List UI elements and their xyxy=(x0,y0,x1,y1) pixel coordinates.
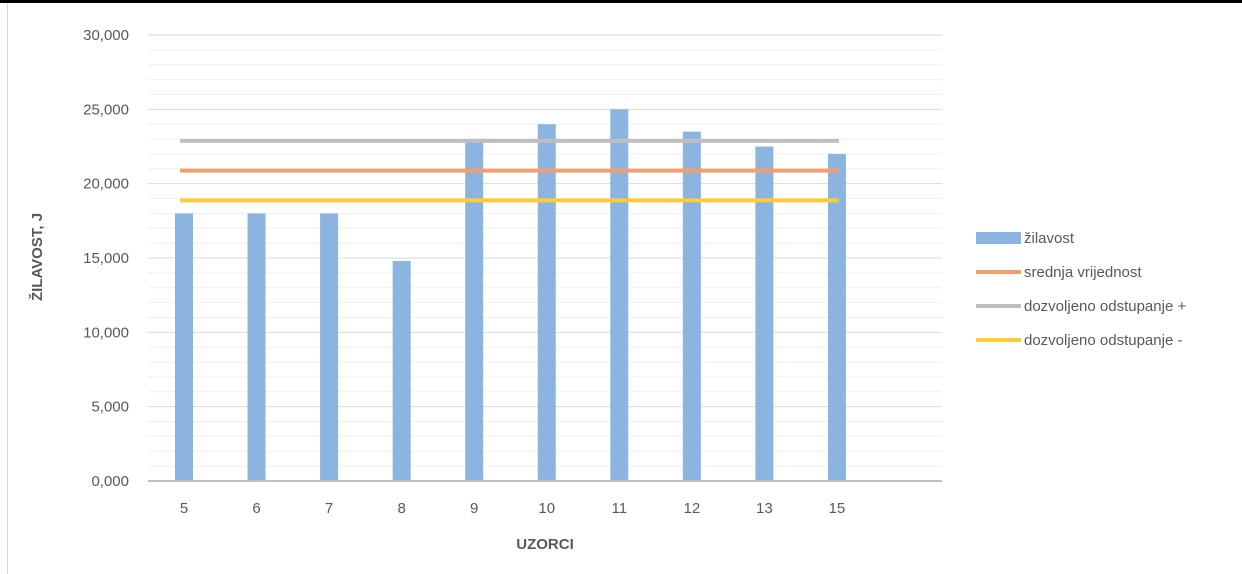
bar xyxy=(175,213,193,481)
line-series xyxy=(180,138,839,203)
x-tick-label: 13 xyxy=(756,500,773,517)
y-axis-title: ŽILAVOST, J xyxy=(28,213,46,301)
x-axis-title: UZORCI xyxy=(516,536,574,553)
bar xyxy=(755,146,774,481)
x-tick-label: 8 xyxy=(397,500,405,517)
y-tick-label: 0,000 xyxy=(91,473,129,490)
bar-series xyxy=(175,109,846,482)
top-border xyxy=(0,0,1242,3)
x-tick-label: 11 xyxy=(612,500,628,517)
bar xyxy=(392,260,411,481)
y-tick-label: 10,000 xyxy=(83,324,129,341)
legend-swatch-bar xyxy=(976,232,1021,244)
x-tick-label: 12 xyxy=(684,500,701,517)
bar xyxy=(610,109,629,481)
bar xyxy=(247,213,266,481)
bar xyxy=(827,153,846,481)
bar xyxy=(537,124,556,481)
x-tick-label: 7 xyxy=(325,500,333,517)
x-tick-label: 10 xyxy=(538,500,555,517)
y-tick-label: 15,000 xyxy=(83,250,129,267)
y-tick-label: 20,000 xyxy=(83,176,129,193)
legend-label: dozvoljeno odstupanje - xyxy=(1024,332,1182,349)
legend: žilavost srednja vrijednost dozvoljeno ods… xyxy=(976,230,1186,349)
x-tick-label: 15 xyxy=(829,500,846,517)
x-tick-label: 9 xyxy=(470,500,478,517)
x-tick-label: 5 xyxy=(180,500,188,517)
bar xyxy=(465,139,484,482)
legend-label: žilavost xyxy=(1024,230,1075,247)
y-tick-label: 25,000 xyxy=(83,101,129,118)
bar xyxy=(320,213,339,481)
left-border xyxy=(7,3,8,574)
y-tick-label: 5,000 xyxy=(91,399,129,416)
y-tick-label: 30,000 xyxy=(83,27,129,44)
legend-label: srednja vrijednost xyxy=(1024,264,1142,281)
legend-label: dozvoljeno odstupanje + xyxy=(1024,298,1186,315)
axes: 0,000 5,000 10,000 15,000 20,000 25,000 30,000… xyxy=(83,27,942,517)
x-tick-label: 6 xyxy=(252,500,260,517)
bar xyxy=(682,131,701,481)
